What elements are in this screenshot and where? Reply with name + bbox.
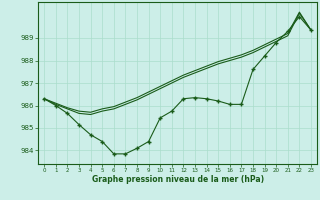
X-axis label: Graphe pression niveau de la mer (hPa): Graphe pression niveau de la mer (hPa) xyxy=(92,175,264,184)
